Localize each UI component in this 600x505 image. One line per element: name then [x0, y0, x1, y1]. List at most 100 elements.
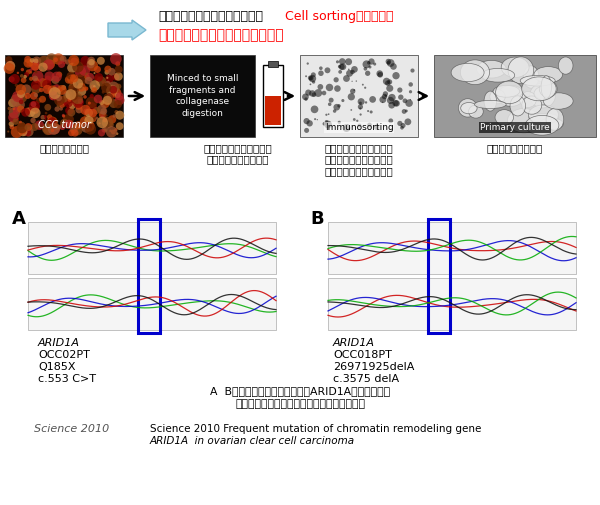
Circle shape [62, 115, 65, 118]
Circle shape [364, 67, 367, 71]
Circle shape [32, 76, 38, 81]
Circle shape [368, 59, 374, 65]
Circle shape [96, 78, 100, 81]
Ellipse shape [544, 93, 573, 109]
Circle shape [21, 108, 30, 117]
Circle shape [67, 97, 76, 107]
Ellipse shape [451, 64, 484, 82]
Circle shape [367, 123, 372, 127]
Circle shape [56, 125, 61, 130]
Circle shape [8, 121, 14, 127]
Circle shape [19, 99, 23, 104]
Circle shape [116, 122, 124, 130]
Circle shape [94, 94, 103, 103]
Text: A  Bは卵巣明細胞腫睤におけるARID1Aの遂伝子変異: A Bは卵巣明細胞腫睤におけるARID1Aの遂伝子変異 [210, 386, 390, 396]
Circle shape [18, 127, 28, 136]
Ellipse shape [510, 96, 526, 116]
Circle shape [106, 74, 114, 83]
Circle shape [52, 72, 62, 82]
Circle shape [325, 120, 328, 123]
Text: Cell sorting法により、: Cell sorting法により、 [285, 10, 394, 23]
Circle shape [334, 85, 341, 92]
Circle shape [58, 61, 65, 68]
Circle shape [71, 129, 79, 137]
Circle shape [107, 93, 114, 100]
Circle shape [54, 124, 60, 129]
Circle shape [43, 85, 52, 94]
Circle shape [106, 83, 109, 86]
Circle shape [101, 115, 104, 118]
Circle shape [86, 60, 95, 68]
Text: c.3575 delA: c.3575 delA [333, 374, 399, 384]
Circle shape [45, 126, 55, 135]
Bar [328, 278, 576, 330]
Circle shape [21, 77, 26, 83]
Circle shape [362, 61, 370, 68]
Circle shape [8, 112, 19, 123]
Circle shape [100, 99, 110, 108]
Circle shape [69, 87, 72, 90]
Circle shape [88, 109, 92, 113]
Circle shape [74, 121, 82, 129]
Circle shape [16, 110, 19, 113]
Bar [28, 278, 276, 330]
Circle shape [86, 73, 94, 81]
Circle shape [337, 104, 341, 108]
Circle shape [346, 70, 353, 77]
Circle shape [48, 117, 56, 125]
Circle shape [47, 117, 58, 128]
Circle shape [44, 71, 55, 81]
Circle shape [67, 109, 76, 117]
Circle shape [30, 108, 41, 118]
Circle shape [75, 103, 82, 110]
Circle shape [61, 95, 68, 103]
Ellipse shape [475, 100, 506, 109]
Circle shape [334, 77, 339, 82]
Circle shape [87, 60, 98, 71]
Text: 26971925delA: 26971925delA [333, 362, 415, 372]
Circle shape [29, 77, 33, 81]
Circle shape [84, 121, 95, 132]
Circle shape [59, 124, 65, 130]
Circle shape [35, 120, 44, 130]
Circle shape [8, 107, 11, 110]
Circle shape [345, 58, 352, 65]
Ellipse shape [469, 105, 483, 118]
Circle shape [25, 108, 31, 114]
Circle shape [70, 126, 77, 133]
Circle shape [72, 61, 83, 73]
Circle shape [87, 61, 91, 65]
Ellipse shape [484, 91, 497, 111]
Circle shape [114, 72, 123, 81]
Circle shape [5, 56, 13, 63]
Circle shape [47, 114, 52, 120]
Ellipse shape [490, 89, 505, 104]
Circle shape [328, 113, 329, 115]
Circle shape [31, 63, 39, 71]
Circle shape [27, 61, 33, 66]
Circle shape [13, 119, 19, 125]
Circle shape [115, 93, 121, 98]
Circle shape [102, 91, 104, 93]
Circle shape [115, 110, 118, 114]
Circle shape [88, 59, 95, 66]
Circle shape [388, 119, 393, 123]
Circle shape [113, 114, 116, 118]
Circle shape [86, 96, 97, 108]
Circle shape [85, 123, 91, 130]
Circle shape [98, 129, 105, 136]
Circle shape [32, 57, 41, 66]
Circle shape [115, 111, 124, 120]
Circle shape [84, 86, 88, 91]
Circle shape [308, 76, 313, 80]
Circle shape [98, 122, 101, 124]
Circle shape [343, 75, 350, 82]
Circle shape [20, 68, 24, 71]
Circle shape [97, 80, 100, 83]
Circle shape [65, 76, 73, 84]
Circle shape [70, 58, 79, 66]
Circle shape [73, 78, 83, 89]
Circle shape [44, 115, 47, 118]
Circle shape [385, 94, 387, 97]
Ellipse shape [523, 66, 539, 88]
